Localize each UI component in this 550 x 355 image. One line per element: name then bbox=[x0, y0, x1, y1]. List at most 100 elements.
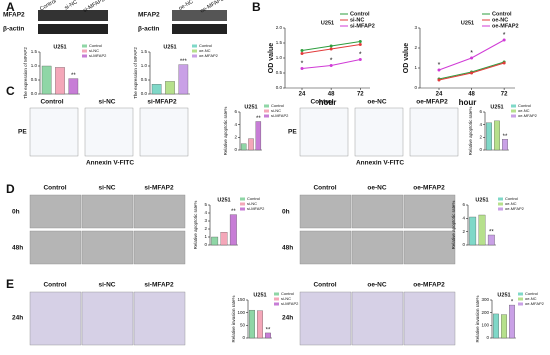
flow-plot bbox=[139, 107, 189, 157]
column-label: oe-NC bbox=[367, 282, 386, 289]
chart-title: U251 bbox=[217, 197, 230, 203]
chart-title: U251 bbox=[475, 197, 488, 203]
legend-swatch bbox=[511, 104, 516, 108]
point bbox=[300, 67, 304, 70]
legend-swatch bbox=[264, 114, 269, 118]
blot-row-label: MFAP2 bbox=[3, 12, 25, 19]
point bbox=[437, 78, 441, 82]
bar bbox=[487, 234, 495, 246]
flow-y-label: PE bbox=[18, 129, 27, 136]
wound-image bbox=[81, 230, 134, 265]
legend-swatch bbox=[274, 302, 279, 306]
legend-swatch bbox=[192, 44, 197, 48]
significance: * bbox=[301, 60, 304, 67]
chart-title: U251 bbox=[163, 44, 176, 50]
y-tick-label: 0.0 bbox=[141, 91, 148, 96]
point bbox=[300, 49, 304, 52]
y-tick-label: 2 bbox=[462, 229, 465, 234]
y-tick-label: 2.0 bbox=[276, 25, 283, 30]
row-label: 48h bbox=[12, 245, 23, 252]
legend-label: si-MFAP2 bbox=[89, 53, 107, 58]
bar bbox=[68, 78, 79, 95]
y-axis-label: OD value bbox=[403, 43, 410, 73]
y-tick-label: 0.0 bbox=[276, 85, 283, 90]
column-label: oe-MFAP2 bbox=[413, 185, 445, 192]
wound-image bbox=[81, 194, 134, 229]
bar bbox=[486, 122, 492, 151]
legend-label: Control bbox=[505, 196, 518, 201]
point bbox=[300, 52, 304, 55]
flow-plot bbox=[354, 107, 404, 157]
legend-label: si-MFAP2 bbox=[247, 206, 265, 211]
column-label: si-MFAP2 bbox=[144, 185, 174, 192]
panel-label: C bbox=[6, 84, 15, 98]
bar bbox=[502, 139, 508, 151]
legend-label: Control bbox=[199, 43, 212, 48]
column-label: Control bbox=[43, 185, 66, 192]
legend-label: si-NC bbox=[247, 201, 257, 206]
x-tick-label: 48 bbox=[468, 92, 475, 98]
invasion-image bbox=[403, 291, 456, 346]
row-label: 24h bbox=[12, 315, 23, 322]
x-tick-label: 24 bbox=[299, 92, 306, 98]
legend-swatch bbox=[498, 197, 503, 201]
point bbox=[329, 64, 333, 67]
column-label: Control bbox=[313, 282, 336, 289]
legend-label: si-NC bbox=[350, 17, 364, 23]
blot-band bbox=[38, 10, 108, 21]
y-tick-label: 1 bbox=[414, 65, 417, 70]
column-label: oe-NC bbox=[367, 99, 386, 106]
panel-label: D bbox=[6, 182, 15, 196]
invasion-image bbox=[81, 291, 134, 346]
row-label: 24h bbox=[282, 315, 293, 322]
wound-image bbox=[403, 194, 456, 229]
y-tick-label: 4 bbox=[462, 216, 465, 221]
legend-label: oe-NC bbox=[518, 108, 530, 113]
flow-plot bbox=[299, 107, 349, 157]
legend-label: si-MFAP2 bbox=[281, 301, 299, 306]
column-label: si-NC bbox=[99, 185, 116, 192]
y-tick-label: 2 bbox=[479, 135, 482, 140]
column-label: Control bbox=[310, 99, 333, 106]
column-label: oe-MFAP2 bbox=[416, 99, 448, 106]
row-label: 0h bbox=[12, 209, 20, 216]
y-axis-label: Relative invasion rate% bbox=[231, 295, 236, 342]
panel-label: A bbox=[6, 0, 15, 14]
column-label: oe-MFAP2 bbox=[413, 282, 445, 289]
point bbox=[502, 61, 506, 65]
point bbox=[329, 47, 333, 51]
chart-title: U251 bbox=[244, 104, 257, 110]
x-axis-label: hour bbox=[459, 98, 477, 107]
y-tick-label: 4 bbox=[204, 210, 207, 215]
legend-label: oe-NC bbox=[525, 296, 537, 301]
bar bbox=[165, 81, 175, 95]
column-label: si-MFAP2 bbox=[147, 99, 177, 106]
wound-image bbox=[299, 194, 352, 229]
x-tick-label: 24 bbox=[436, 92, 443, 98]
legend-swatch bbox=[240, 202, 245, 206]
blot-row-label: MFAP2 bbox=[138, 12, 160, 19]
y-tick-label: 50 bbox=[240, 323, 246, 328]
chart-title: U251 bbox=[53, 44, 66, 50]
bar bbox=[493, 313, 499, 339]
legend-label: Control bbox=[89, 43, 102, 48]
y-tick-label: 0.0 bbox=[31, 91, 38, 96]
blot-col-label: oe-NC bbox=[178, 0, 195, 12]
flow-plot bbox=[409, 107, 459, 157]
row-label: 0h bbox=[282, 209, 290, 216]
column-label: oe-NC bbox=[367, 185, 386, 192]
legend-swatch bbox=[82, 49, 87, 53]
column-label: si-MFAP2 bbox=[144, 282, 174, 289]
blots bbox=[38, 10, 227, 34]
y-tick-label: 6 bbox=[234, 109, 237, 114]
y-axis-label: OD value bbox=[268, 43, 275, 73]
legend-swatch bbox=[498, 202, 503, 206]
flow-plot bbox=[29, 107, 79, 157]
significance: * bbox=[470, 50, 473, 57]
chart-title: U251 bbox=[321, 20, 334, 26]
bar bbox=[211, 236, 219, 246]
bar bbox=[55, 67, 65, 95]
significance: * bbox=[511, 300, 514, 306]
axis bbox=[284, 28, 370, 89]
legend-swatch bbox=[82, 54, 87, 58]
